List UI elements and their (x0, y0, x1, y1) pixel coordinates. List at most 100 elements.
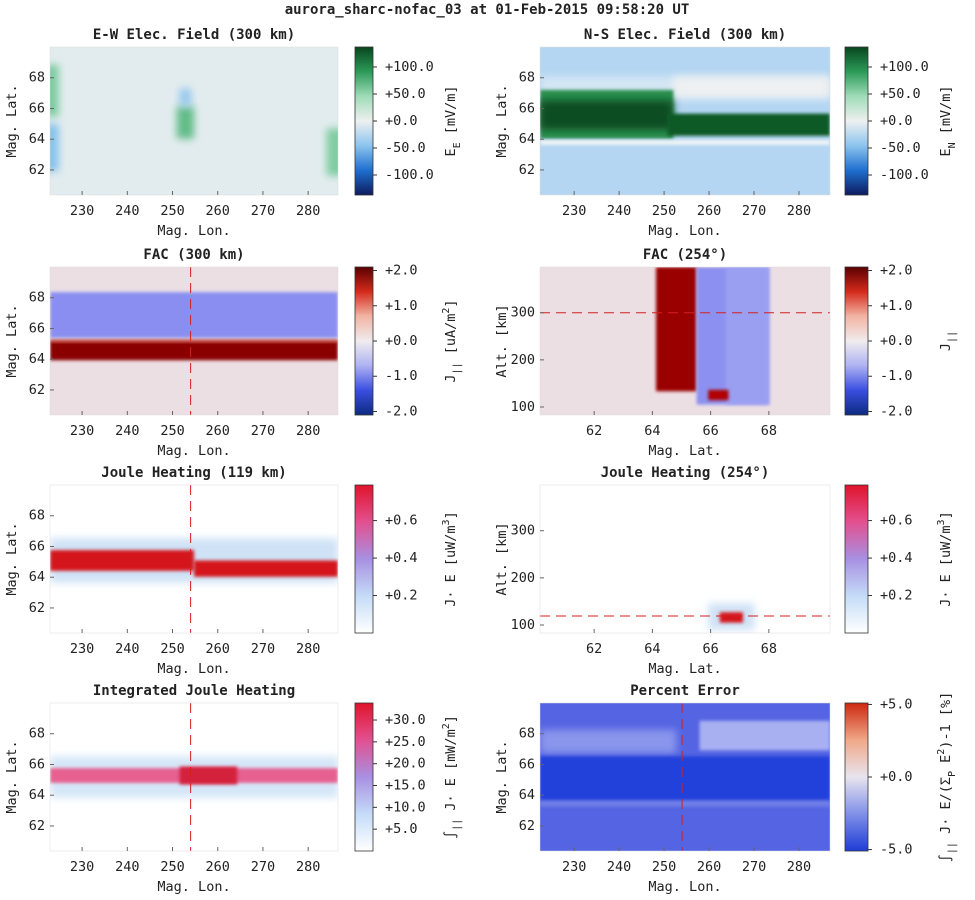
x-tick-label: 240 (115, 641, 139, 657)
x-tick-label: 68 (761, 641, 777, 657)
colorbar-label-part: 3 (936, 519, 947, 525)
colorbar-tick-label: +15.0 (385, 778, 426, 794)
panel: Percent Error 230 240 250 260 270 280 62 64 66 68 M… (494, 683, 958, 895)
colorbar-label: J|| (938, 331, 958, 351)
panel-title: Joule Heating (254°) (601, 465, 770, 481)
colorbar-tick-label: -2.0 (385, 403, 418, 419)
colorbar-label-part: ] (443, 715, 459, 723)
colorbar (354, 484, 374, 634)
panel-title: E-W Elec. Field (300 km) (93, 27, 295, 43)
y-axis-label: Mag. Lat. (4, 304, 20, 377)
y-tick-label: 62 (29, 162, 45, 178)
y-tick-label: 62 (29, 600, 45, 616)
heatmap-feature (194, 560, 338, 577)
x-tick-label: 280 (787, 203, 811, 219)
colorbar-label: EE [mV/m] (443, 85, 463, 156)
colorbar (354, 266, 374, 416)
y-tick-label: 68 (29, 508, 45, 524)
colorbar-tick-label: +0.0 (880, 113, 913, 129)
y-tick-label: 66 (519, 756, 535, 772)
colorbar-label-part: [uA/m (443, 314, 459, 363)
heatmap-feature (176, 106, 194, 139)
colorbar-label-part: 2 (441, 723, 452, 729)
colorbar-label-part: ] (443, 299, 459, 307)
x-axis-label: Mag. Lon. (648, 879, 721, 895)
heatmap (540, 47, 830, 195)
colorbar-label: J· E [uW/m3] (936, 511, 955, 606)
x-tick-label: 250 (160, 203, 184, 219)
y-axis-label: Mag. Lat. (4, 84, 20, 157)
x-tick-label: 250 (160, 641, 184, 657)
x-tick-label: 64 (644, 641, 660, 657)
y-axis-label: Alt. [km] (494, 522, 510, 595)
x-tick-label: 280 (787, 859, 811, 875)
y-tick-label: 62 (29, 818, 45, 834)
colorbar-tick-label: +0.4 (385, 550, 418, 566)
y-axis-label: Mag. Lat. (494, 84, 510, 157)
heatmap-feature (326, 128, 338, 176)
x-tick-label: 270 (742, 859, 766, 875)
y-tick-label: 68 (519, 70, 535, 86)
y-tick-label: 66 (29, 100, 45, 116)
colorbar-label-part: ∫ (443, 831, 459, 839)
colorbar-tick-label: +0.0 (880, 769, 913, 785)
panel: N-S Elec. Field (300 km) 230 240 250 260 270 2… (494, 27, 958, 239)
x-tick-label: 230 (70, 423, 94, 439)
colorbar-tick-label: +25.0 (385, 734, 426, 750)
heatmap-feature (540, 729, 677, 754)
plot-frame (539, 266, 831, 416)
heatmap-feature (540, 800, 830, 807)
x-axis-label: Mag. Lon. (648, 223, 721, 239)
y-tick-label: 200 (511, 570, 535, 586)
colorbar-label: EN [mV/m] (938, 85, 958, 156)
heatmap-feature (50, 292, 338, 339)
y-tick-label: 62 (519, 162, 535, 178)
colorbar-label-part: [mV/m] (443, 85, 459, 142)
colorbar-tick-label: +0.0 (385, 113, 418, 129)
x-tick-label: 240 (115, 203, 139, 219)
colorbar-tick-label: +0.2 (385, 588, 418, 604)
plot-frame (49, 484, 339, 634)
panel: FAC (300 km) 230 240 250 260 270 280 62 64 66 68 Ma… (4, 247, 463, 459)
y-tick-label: 64 (519, 787, 535, 803)
heatmap (540, 267, 830, 415)
colorbar-tick-label: +100.0 (385, 59, 434, 75)
panel: E-W Elec. Field (300 km) 230 240 250 260 270 2… (4, 27, 463, 239)
colorbar-tick-label: +1.0 (385, 298, 418, 314)
plot-frame (539, 46, 831, 196)
y-tick-label: 200 (511, 352, 535, 368)
colorbar-label-part: J· E [mW/m (443, 729, 459, 818)
heatmap-feature (656, 267, 697, 392)
colorbar-tick-label: -100.0 (880, 167, 929, 183)
y-tick-label: 68 (29, 70, 45, 86)
heatmap-feature (667, 113, 830, 136)
colorbar-label-part: || (452, 819, 463, 831)
panel: Joule Heating (119 km) 230 240 250 260 270 280… (4, 465, 459, 677)
colorbar-tick-label: -2.0 (880, 403, 913, 419)
y-axis-label: Mag. Lat. (494, 740, 510, 813)
y-axis-label: Mag. Lat. (4, 522, 20, 595)
x-tick-label: 250 (160, 423, 184, 439)
heatmap-feature (50, 64, 59, 117)
panel-title: Integrated Joule Heating (93, 683, 295, 699)
plot-frame (539, 484, 831, 634)
panel-title: N-S Elec. Field (300 km) (584, 27, 786, 43)
x-tick-label: 280 (296, 423, 320, 439)
colorbar-label: J|| [uA/m2] (441, 299, 463, 382)
y-tick-label: 100 (511, 617, 535, 633)
x-tick-label: 62 (586, 641, 602, 657)
colorbar-tick-label: +0.6 (880, 513, 913, 529)
colorbar-tick-label: +20.0 (385, 756, 426, 772)
colorbar-tick-label: +30.0 (385, 712, 426, 728)
colorbar-tick-label: -1.0 (880, 368, 913, 384)
panel-title: FAC (254°) (643, 247, 727, 263)
colorbar-tick-label: +2.0 (880, 263, 913, 279)
heatmap (50, 47, 338, 195)
x-tick-label: 230 (562, 203, 586, 219)
y-tick-label: 64 (29, 569, 45, 585)
colorbar (844, 702, 869, 852)
colorbar-label-part: 2 (936, 749, 947, 755)
y-tick-label: 66 (29, 538, 45, 554)
x-tick-label: 260 (697, 859, 721, 875)
x-tick-label: 64 (644, 423, 660, 439)
